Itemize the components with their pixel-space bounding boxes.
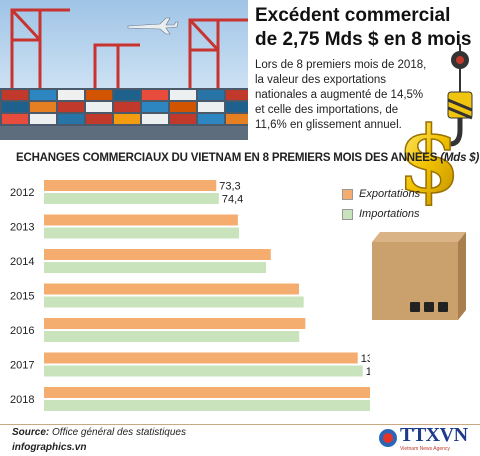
- year-label-2012: 2012: [10, 187, 34, 199]
- year-label-2014: 2014: [10, 256, 34, 268]
- bar-importations-2013: [44, 227, 240, 239]
- bar-importations-2018: [44, 400, 370, 411]
- chart-unit: (Mds $): [440, 152, 480, 164]
- svg-text:$: $: [397, 108, 461, 206]
- year-label-2018: 2018: [10, 394, 34, 406]
- bar-exportations-2017: [44, 352, 358, 364]
- year-label-2013: 2013: [10, 222, 34, 234]
- bar-exportations-2015: [44, 283, 299, 295]
- bar-importations-2014: [44, 262, 267, 273]
- cargo-box-icon: [372, 232, 466, 320]
- bar-importations-2015: [44, 296, 304, 308]
- bar-importations-2016: [44, 331, 300, 342]
- bar-exportations-2013: [44, 214, 238, 226]
- legend-swatch-exportations: [342, 188, 353, 200]
- chart-title-text: ECHANGES COMMERCIAUX DU VIETNAM EN 8 PRE…: [16, 152, 438, 164]
- logo-subtitle: Vietnam News Agency: [400, 446, 450, 452]
- logo-text: TTXVN: [400, 424, 468, 446]
- globe-icon: [379, 429, 397, 447]
- value-label-importations-2017: 135,63: [366, 366, 370, 378]
- crane-hook-icon: [440, 44, 473, 147]
- headline: Excédent commercial de 2,75 Mds $ en 8 m…: [255, 5, 472, 50]
- legend-label-exportations: Exportations: [359, 188, 421, 200]
- container-port-photo: [0, 0, 248, 140]
- legend-label-importations: Importations: [359, 208, 420, 220]
- value-label-exportations-2012: 73,3: [219, 181, 240, 193]
- source-text: Office général des statistiques: [52, 427, 186, 438]
- ttxvn-logo: TTXVN Vietnam News Agency: [378, 424, 478, 456]
- value-label-importations-2012: 74,4: [222, 194, 243, 206]
- intro-text: Lors de 8 premiers mois de 2018, la vale…: [255, 59, 427, 131]
- bar-exportations-2014: [44, 249, 271, 260]
- legend-item-importations: Importations: [342, 204, 420, 224]
- legend-swatch-importations: [342, 208, 353, 220]
- chart-legend: Exportations Importations: [342, 184, 420, 224]
- bar-importations-2017: [44, 365, 363, 377]
- site-link[interactable]: infographics.vn: [12, 442, 87, 453]
- bar-exportations-2016: [44, 318, 306, 329]
- year-label-2015: 2015: [10, 291, 34, 303]
- dollar-icon: $: [396, 108, 462, 206]
- bar-exportations-2018: [44, 387, 370, 398]
- bar-importations-2012: [44, 193, 219, 204]
- year-label-2017: 2017: [10, 360, 34, 372]
- year-label-2016: 2016: [10, 325, 34, 337]
- legend-item-exportations: Exportations: [342, 184, 420, 204]
- bar-chart: 2012 73,374,4 2013 2014 2015 2016 2017 133,5135…: [10, 180, 370, 411]
- footer-divider: [0, 424, 480, 425]
- bar-exportations-2012: [44, 180, 217, 191]
- value-label-exportations-2017: 133,5: [361, 353, 370, 365]
- source-label: Source:: [12, 427, 50, 438]
- chart-title: ECHANGES COMMERCIAUX DU VIETNAM EN 8 PRE…: [16, 152, 479, 164]
- airplane-icon: [127, 17, 179, 35]
- source-note: Source: Office général des statistiques: [12, 427, 186, 438]
